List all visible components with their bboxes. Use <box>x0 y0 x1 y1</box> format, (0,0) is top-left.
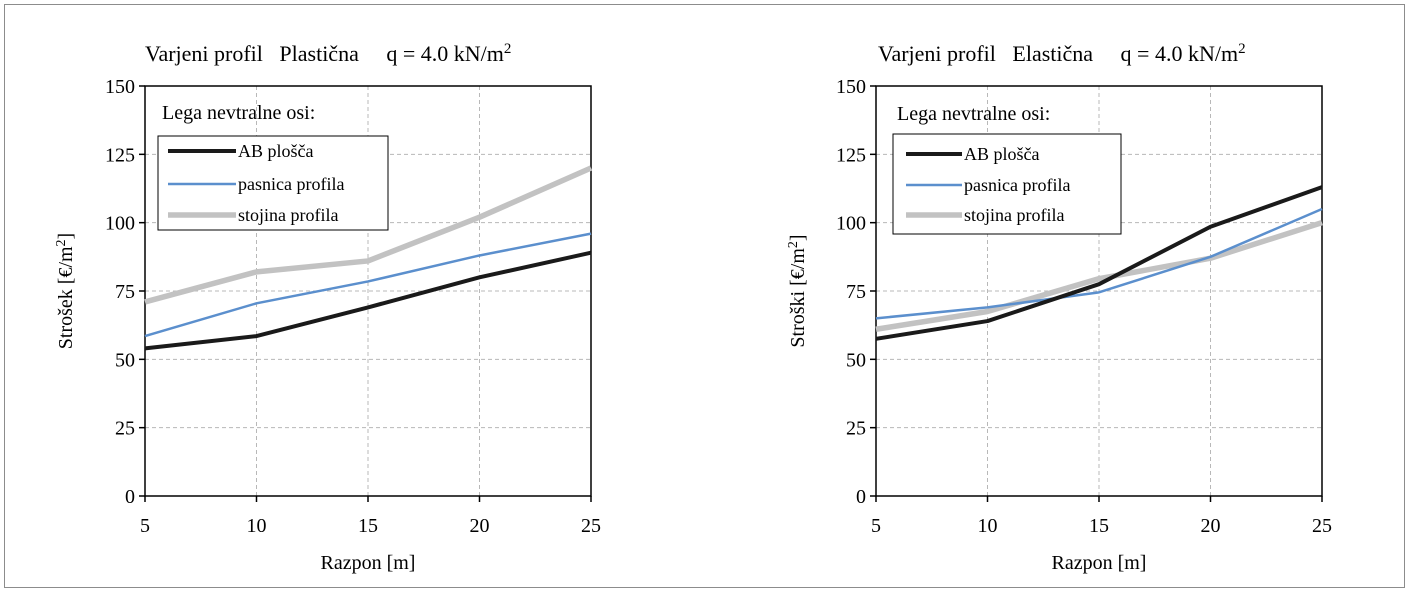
x-axis-label: Razpon [m] <box>1052 552 1147 574</box>
series-line-2 <box>144 232 592 338</box>
series-line-2 <box>875 207 1323 320</box>
x-axis-label: Razpon [m] <box>321 552 416 574</box>
x-tick-label: 20 <box>1201 515 1221 537</box>
x-tick-label: 15 <box>1089 515 1109 537</box>
y-tick-label: 75 <box>846 281 866 303</box>
y-axis-label-superscript: 2 <box>54 239 69 246</box>
y-tick-label: 0 <box>856 486 866 508</box>
y-tick-label: 0 <box>125 486 135 508</box>
y-tick-label: 100 <box>836 213 866 235</box>
x-tick-label: 25 <box>581 515 601 537</box>
chart-1: Varjeni profil Plastična q = 4.0 kN/m202… <box>54 41 601 574</box>
chart-title-superscript: 2 <box>1238 41 1246 57</box>
y-tick-label: 100 <box>105 213 135 235</box>
y-tick-label: 75 <box>115 281 135 303</box>
series-group <box>144 165 593 351</box>
legend: Lega nevtralne osi: AB plošča pasnica prof… <box>892 103 1122 235</box>
series-line-1 <box>875 185 1323 341</box>
legend-label-1: AB plošča <box>238 141 314 161</box>
series-line-3 <box>144 165 593 305</box>
chart-title: Varjeni profil Plastična q = 4.0 kN/m2 <box>145 41 511 66</box>
chart-title-main: Varjeni profil Elastična q = 4.0 kN/m <box>878 41 1238 66</box>
y-tick-label: 50 <box>846 349 866 371</box>
chart-title-superscript: 2 <box>504 41 512 57</box>
series-group <box>875 185 1323 341</box>
x-tick-label: 5 <box>140 515 150 537</box>
legend-label-2: pasnica profila <box>964 175 1070 195</box>
chart-2: Varjeni profil Elastična q = 4.0 kN/m202… <box>786 41 1332 574</box>
y-axis-label-main: Stroški [€/m <box>787 248 809 348</box>
y-axis-label-main: Strošek [€/m <box>55 246 77 349</box>
legend-label-1: AB plošča <box>964 144 1040 164</box>
y-tick-label: 150 <box>836 76 866 98</box>
series-line-1 <box>144 250 592 351</box>
x-tick-label: 20 <box>470 515 490 537</box>
y-tick-label: 125 <box>836 144 866 166</box>
y-tick-label: 125 <box>105 144 135 166</box>
y-axis-label-superscript: 2 <box>786 241 801 248</box>
y-tick-label: 25 <box>846 418 866 440</box>
figure-frame <box>4 4 1405 588</box>
y-axis-label: Strošek [€/m2] <box>54 233 77 349</box>
y-tick-label: 150 <box>105 76 135 98</box>
chart-title: Varjeni profil Elastična q = 4.0 kN/m2 <box>878 41 1246 66</box>
legend-title: Lega nevtralne osi: <box>897 103 1050 125</box>
x-tick-label: 10 <box>247 515 267 537</box>
legend-label-2: pasnica profila <box>238 174 344 194</box>
x-tick-label: 15 <box>358 515 378 537</box>
x-tick-label: 5 <box>871 515 881 537</box>
series-line-3 <box>875 220 1323 332</box>
y-axis-label-end: ] <box>787 234 809 241</box>
legend-label-3: stojina profila <box>964 205 1064 225</box>
legend-title: Lega nevtralne osi: <box>162 102 315 124</box>
y-axis-label-end: ] <box>55 233 77 240</box>
chart-title-main: Varjeni profil Plastična q = 4.0 kN/m <box>145 41 504 66</box>
x-tick-label: 10 <box>978 515 998 537</box>
y-axis-label: Stroški [€/m2] <box>786 234 809 347</box>
y-tick-label: 25 <box>115 418 135 440</box>
y-tick-label: 50 <box>115 349 135 371</box>
legend: Lega nevtralne osi: AB plošča pasnica prof… <box>157 102 389 231</box>
legend-label-3: stojina profila <box>238 205 338 225</box>
x-tick-label: 25 <box>1312 515 1332 537</box>
